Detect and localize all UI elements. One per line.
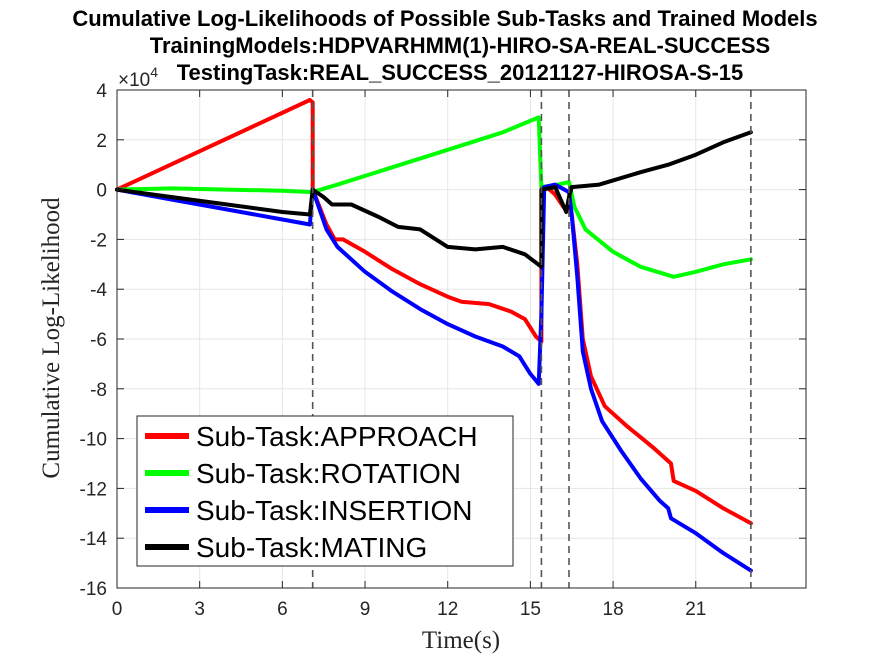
y-tick-label: -12 bbox=[80, 479, 107, 500]
legend-entry: Sub-Task:ROTATION bbox=[196, 458, 461, 489]
y-tick-label: -2 bbox=[90, 230, 107, 251]
legend-box bbox=[136, 415, 514, 567]
chart-title-line-2: TrainingModels:HDPVARHMM(1)-HIRO-SA-REAL… bbox=[150, 33, 770, 58]
x-tick-label: 12 bbox=[437, 599, 458, 620]
y-tick-label: 0 bbox=[96, 181, 107, 202]
legend-entry: Sub-Task:MATING bbox=[196, 532, 427, 563]
legend-entry: Sub-Task:INSERTION bbox=[196, 495, 472, 526]
series-line-3 bbox=[115, 130, 753, 269]
x-tick-label: 21 bbox=[685, 599, 706, 620]
y-axis-label: Cumulative Log-Likelihood bbox=[38, 197, 65, 479]
x-tick-label: 6 bbox=[277, 599, 288, 620]
y-tick-label: 2 bbox=[96, 131, 107, 152]
y-tick-label: -4 bbox=[90, 280, 107, 301]
y-exponent-label: ×104 bbox=[118, 64, 158, 91]
legend: Sub-Task:APPROACH Sub-Task:ROTATION Sub-Ta… bbox=[136, 415, 514, 567]
x-tick-label: 0 bbox=[112, 599, 123, 620]
series-line-2 bbox=[115, 182, 753, 573]
x-tick-label: 3 bbox=[194, 599, 205, 620]
chart-title-line-3: TestingTask:REAL_SUCCESS_20121127-HIROSA… bbox=[177, 60, 744, 85]
y-tick-label: -10 bbox=[80, 430, 107, 451]
chart-title-line-1: Cumulative Log-Likelihoods of Possible S… bbox=[72, 6, 817, 31]
x-tick-label: 15 bbox=[520, 599, 541, 620]
legend-entry: Sub-Task:APPROACH bbox=[196, 421, 478, 452]
x-tick-label: 9 bbox=[360, 599, 371, 620]
y-tick-label: -8 bbox=[90, 380, 107, 401]
y-tick-label: -14 bbox=[80, 529, 108, 550]
x-tick-label: 18 bbox=[603, 599, 624, 620]
x-axis-label: Time(s) bbox=[422, 627, 500, 654]
y-tick-label: -16 bbox=[80, 579, 107, 600]
y-tick-label: -6 bbox=[90, 330, 107, 351]
y-tick-label: 4 bbox=[96, 81, 107, 102]
